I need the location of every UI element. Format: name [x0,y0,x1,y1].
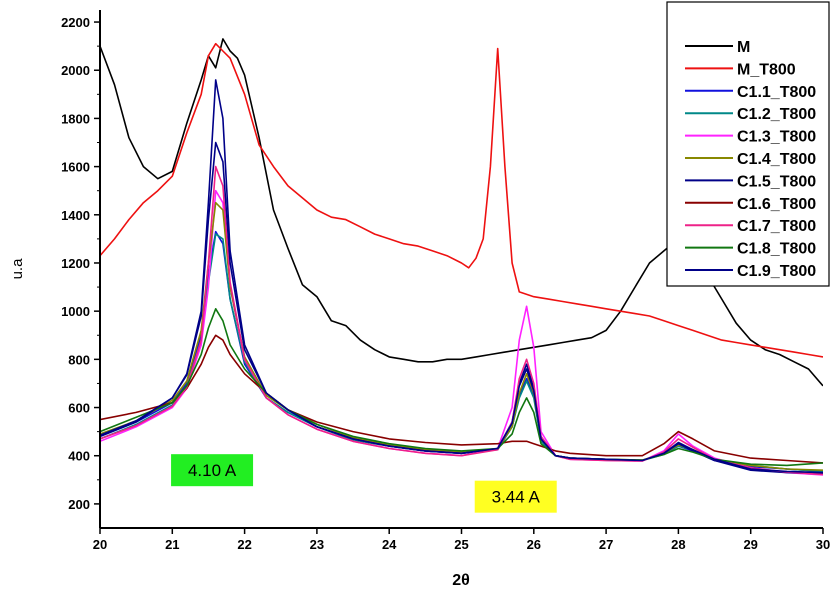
y-tick-label: 1000 [61,304,90,319]
legend-box [666,1,830,287]
annotation-label: 3.44 A [492,488,541,507]
legend: M M_T800 C1.1_T800 C1.2_T800 C1.3_T800 C1.4_T… [666,1,830,287]
y-tick-label: 200 [68,497,90,512]
x-tick-label: 28 [671,537,685,552]
legend-label: C1.4_T800 [737,151,816,168]
y-tick-label: 600 [68,401,90,416]
x-tick-label: 30 [816,537,830,552]
y-tick-label: 800 [68,352,90,367]
y-tick-label: 1400 [61,208,90,223]
series-line-m-t800 [100,42,823,358]
x-tick-label: 22 [237,537,251,552]
series-layer [100,38,823,476]
y-tick-label: 1200 [61,256,90,271]
y-tick-label: 1800 [61,111,90,126]
legend-label: M_T800 [737,61,796,78]
series-line-c1-8-t800 [100,307,823,467]
axes [94,10,824,534]
y-tick-label: 400 [68,449,90,464]
y-axis-title: u.a [9,258,26,280]
legend-label: C1.3_T800 [737,129,816,146]
legend-label: C1.6_T800 [737,196,816,213]
y-tick-label: 1600 [61,160,90,175]
legend-label: M [737,39,750,56]
x-tick-label: 25 [454,537,468,552]
x-tick-label: 29 [743,537,757,552]
legend-label: C1.7_T800 [737,218,816,235]
x-tick-label: 20 [93,537,107,552]
annotation-label: 4.10 A [188,461,237,480]
legend-label: C1.5_T800 [737,173,816,190]
annotations: 4.10 A 3.44 A [171,454,557,513]
x-tick-label: 24 [382,537,397,552]
x-tick-label: 23 [310,537,324,552]
legend-label: C1.1_T800 [737,84,816,101]
series-line-c1-6-t800 [100,334,823,464]
x-tick-label: 27 [599,537,613,552]
legend-label: C1.9_T800 [737,263,816,280]
annotation-box [171,454,254,487]
x-axis-title: 2θ [452,572,470,589]
tick-labels: 20 21 22 23 24 25 26 27 28 29 30 200 400 600 800 1000 12… [61,15,830,552]
x-tick-label: 26 [527,537,541,552]
legend-label: C1.2_T800 [737,106,816,123]
series-line-c1-7-t800 [100,165,823,476]
annotation-box [474,480,557,513]
series-line-c1-9-t800 [100,141,823,474]
legend-label: C1.8_T800 [737,241,816,258]
y-tick-label: 2200 [61,15,90,30]
x-tick-label: 21 [165,537,179,552]
y-tick-label: 2000 [61,63,90,78]
